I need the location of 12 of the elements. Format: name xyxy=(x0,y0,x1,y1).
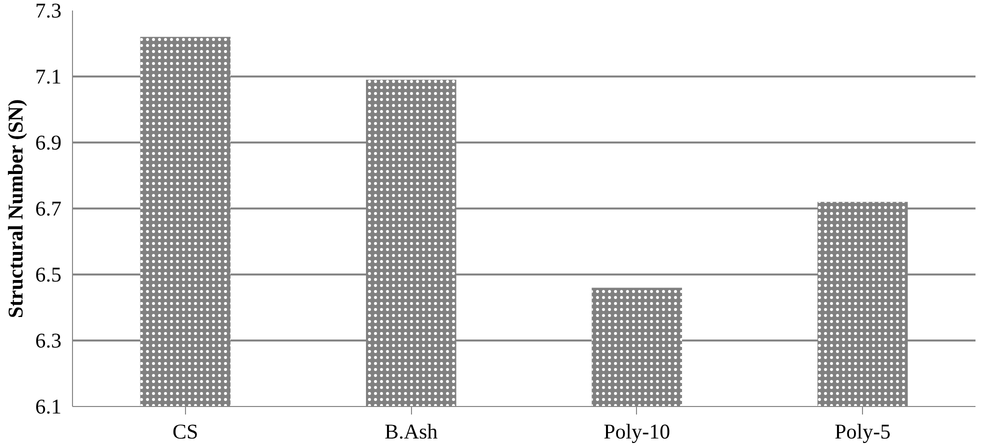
y-tick-label: 7.1 xyxy=(35,64,62,88)
x-tick-label: Poly-5 xyxy=(834,420,891,444)
y-tick-label: 6.7 xyxy=(35,196,62,220)
x-tick-label: Poly-10 xyxy=(604,420,670,444)
y-tick-label: 6.1 xyxy=(35,394,62,418)
y-tick-label: 6.5 xyxy=(35,262,62,286)
y-tick-label: 6.3 xyxy=(35,328,62,352)
x-tick-label: B.Ash xyxy=(384,420,438,444)
y-tick-label: 7.3 xyxy=(35,0,62,22)
y-axis-title: Structural Number (SN) xyxy=(3,99,28,318)
x-tick-label: CS xyxy=(172,420,198,444)
y-tick-label: 6.9 xyxy=(35,130,62,154)
